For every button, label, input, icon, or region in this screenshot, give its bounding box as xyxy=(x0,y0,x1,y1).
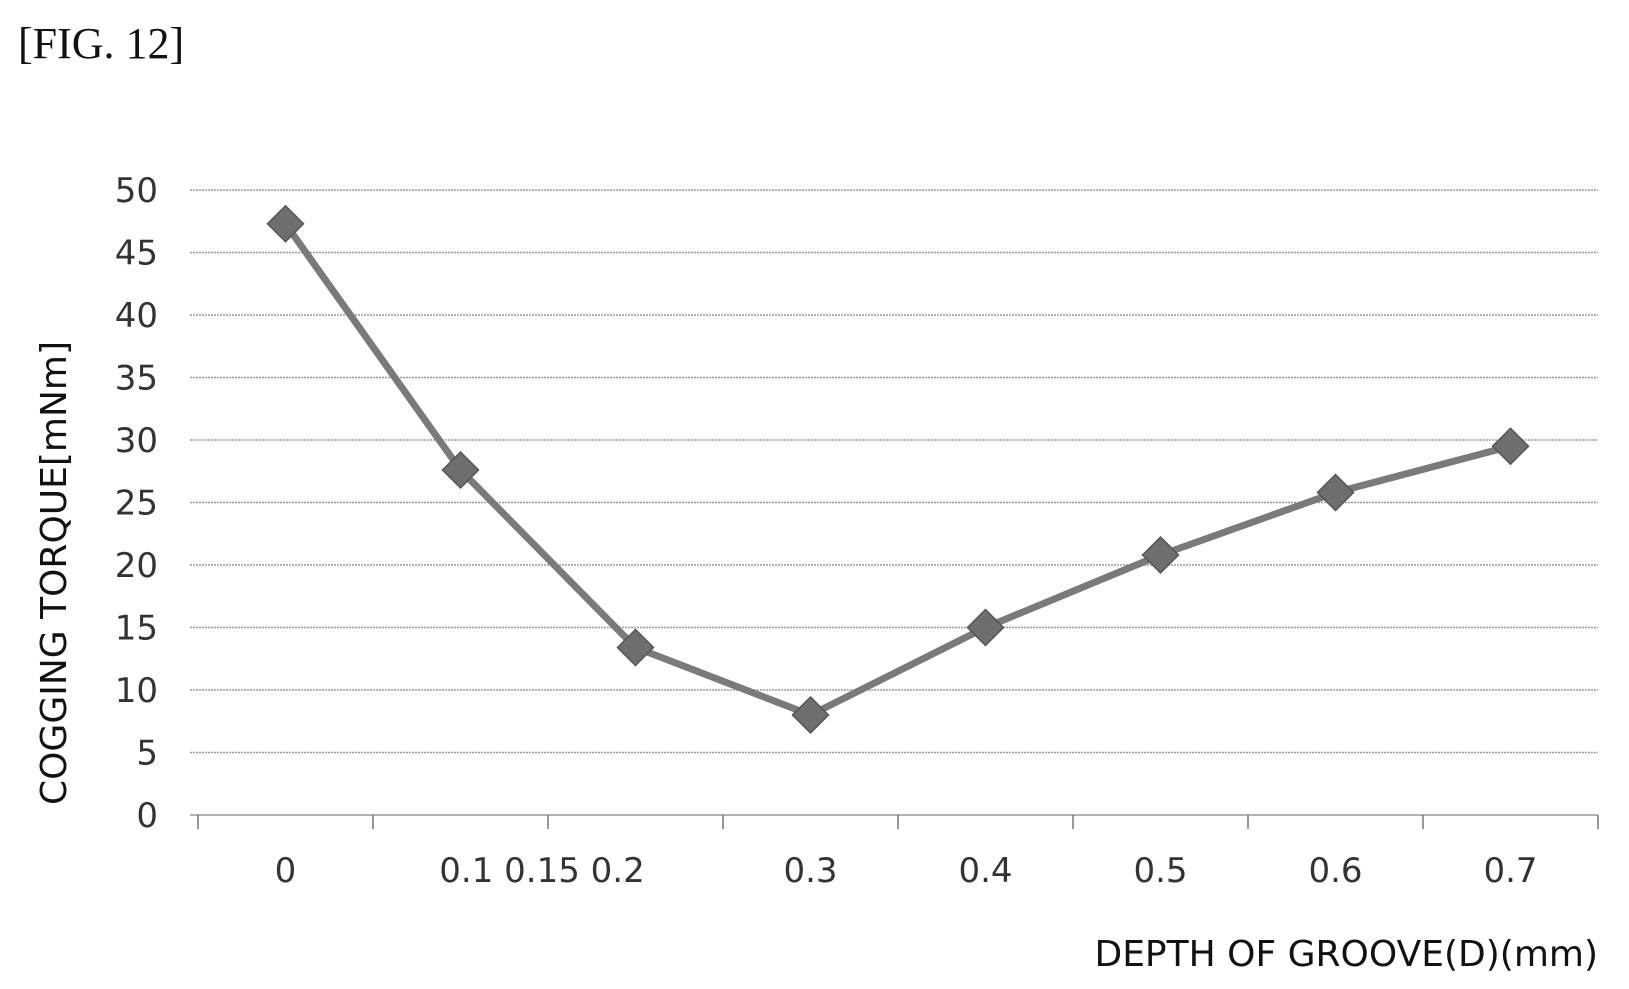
x-tick-label: 0.1 0.15 0.2 xyxy=(439,851,644,891)
y-tick-label: 40 xyxy=(115,296,158,336)
data-point-marker xyxy=(266,204,305,243)
x-tick-label: 0.5 xyxy=(1133,851,1187,891)
y-tick-label: 10 xyxy=(115,671,158,711)
series-group xyxy=(266,204,1530,735)
x-tick-label: 0.6 xyxy=(1308,851,1362,891)
y-tick-labels: 0 5 10 15 20 25 30 35 40 45 50 xyxy=(115,171,158,836)
x-tick-label: 0.4 xyxy=(958,851,1012,891)
y-tick-label: 0 xyxy=(136,796,158,836)
x-tick-labels: 0 0.1 0.15 0.2 0.3 0.4 0.5 0.6 0.7 xyxy=(275,851,1538,891)
y-tick-label: 25 xyxy=(115,484,158,524)
data-point-marker xyxy=(1491,427,1530,466)
y-tick-label: 15 xyxy=(115,609,158,649)
x-tick-label: 0.3 xyxy=(783,851,837,891)
x-axis-title: DEPTH OF GROOVE(D)(mm) xyxy=(1094,934,1598,975)
data-point-marker xyxy=(616,628,655,667)
series-line xyxy=(282,221,1512,719)
y-tick-label: 30 xyxy=(115,421,158,461)
y-axis-title: COGGING TORQUE[mNm] xyxy=(34,341,75,805)
y-tick-label: 45 xyxy=(115,234,158,274)
x-tick-label: 0 xyxy=(275,851,297,891)
y-tick-label: 50 xyxy=(115,171,158,211)
data-point-marker xyxy=(1316,473,1355,512)
y-tick-label: 20 xyxy=(115,546,158,586)
grid-lines xyxy=(190,189,1598,816)
x-tick-label: 0.7 xyxy=(1483,851,1537,891)
figure-label: [FIG. 12] xyxy=(18,19,185,68)
y-tick-label: 35 xyxy=(115,359,158,399)
data-point-marker xyxy=(1141,535,1180,575)
data-point-marker xyxy=(441,450,480,490)
data-point-marker xyxy=(966,608,1005,647)
y-tick-label: 5 xyxy=(136,734,158,774)
x-axis xyxy=(197,815,1599,829)
data-point-marker xyxy=(791,695,830,735)
